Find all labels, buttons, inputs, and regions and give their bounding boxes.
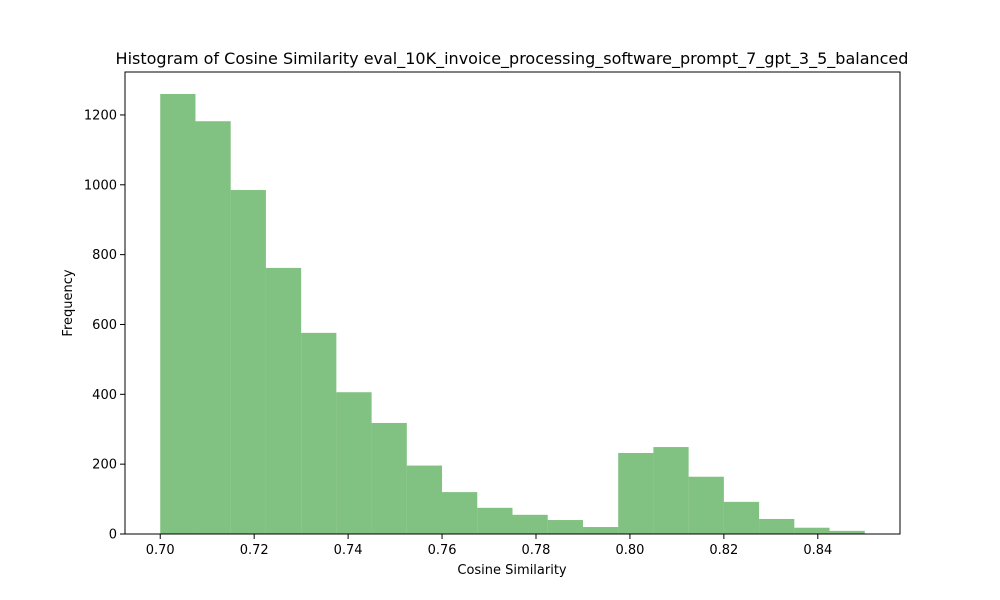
x-tick-label: 0.72 — [240, 543, 269, 558]
y-tick-label: 1200 — [84, 108, 117, 123]
histogram-bar — [759, 518, 795, 534]
histogram-bar — [653, 447, 689, 534]
chart-title: Histogram of Cosine Similarity eval_10K_… — [116, 49, 909, 69]
bars-group — [160, 94, 865, 535]
y-tick-label: 200 — [92, 458, 117, 473]
x-axis: 0.70 0.72 0.74 0.76 0.78 0.80 0.82 0.84 — [146, 534, 832, 558]
x-tick-label: 0.74 — [334, 543, 363, 558]
histogram-bar — [265, 267, 302, 534]
histogram-bar — [477, 507, 513, 534]
y-tick-label: 400 — [92, 388, 117, 403]
y-axis-label: Frequency — [61, 269, 76, 336]
histogram-bar — [688, 476, 724, 534]
y-axis: 0 200 400 600 800 1000 1200 — [84, 108, 125, 543]
histogram-bar — [442, 492, 478, 534]
x-tick-label: 0.80 — [615, 543, 644, 558]
histogram-bar — [547, 520, 583, 534]
y-tick-label: 1000 — [84, 178, 117, 193]
histogram-bar — [582, 527, 619, 534]
histogram-bar — [512, 514, 548, 534]
histogram-bar — [230, 190, 266, 535]
histogram-bar — [829, 530, 865, 534]
histogram-bar — [406, 465, 443, 534]
histogram-bar — [723, 501, 760, 534]
histogram-bar — [301, 332, 337, 534]
y-tick-label: 0 — [109, 528, 117, 543]
x-axis-label: Cosine Similarity — [457, 563, 567, 578]
histogram-bar — [618, 452, 654, 534]
y-tick-label: 600 — [92, 318, 117, 333]
histogram-bar — [160, 94, 196, 534]
histogram-bar — [336, 392, 372, 534]
histogram-bar — [371, 422, 407, 534]
x-tick-label: 0.78 — [522, 543, 551, 558]
y-tick-label: 800 — [92, 248, 117, 263]
histogram-bar — [794, 527, 830, 534]
x-tick-label: 0.70 — [146, 543, 175, 558]
x-tick-label: 0.84 — [803, 543, 832, 558]
x-tick-label: 0.82 — [709, 543, 738, 558]
histogram-bar — [195, 121, 231, 534]
x-tick-label: 0.76 — [428, 543, 457, 558]
plot-frame — [124, 71, 901, 535]
